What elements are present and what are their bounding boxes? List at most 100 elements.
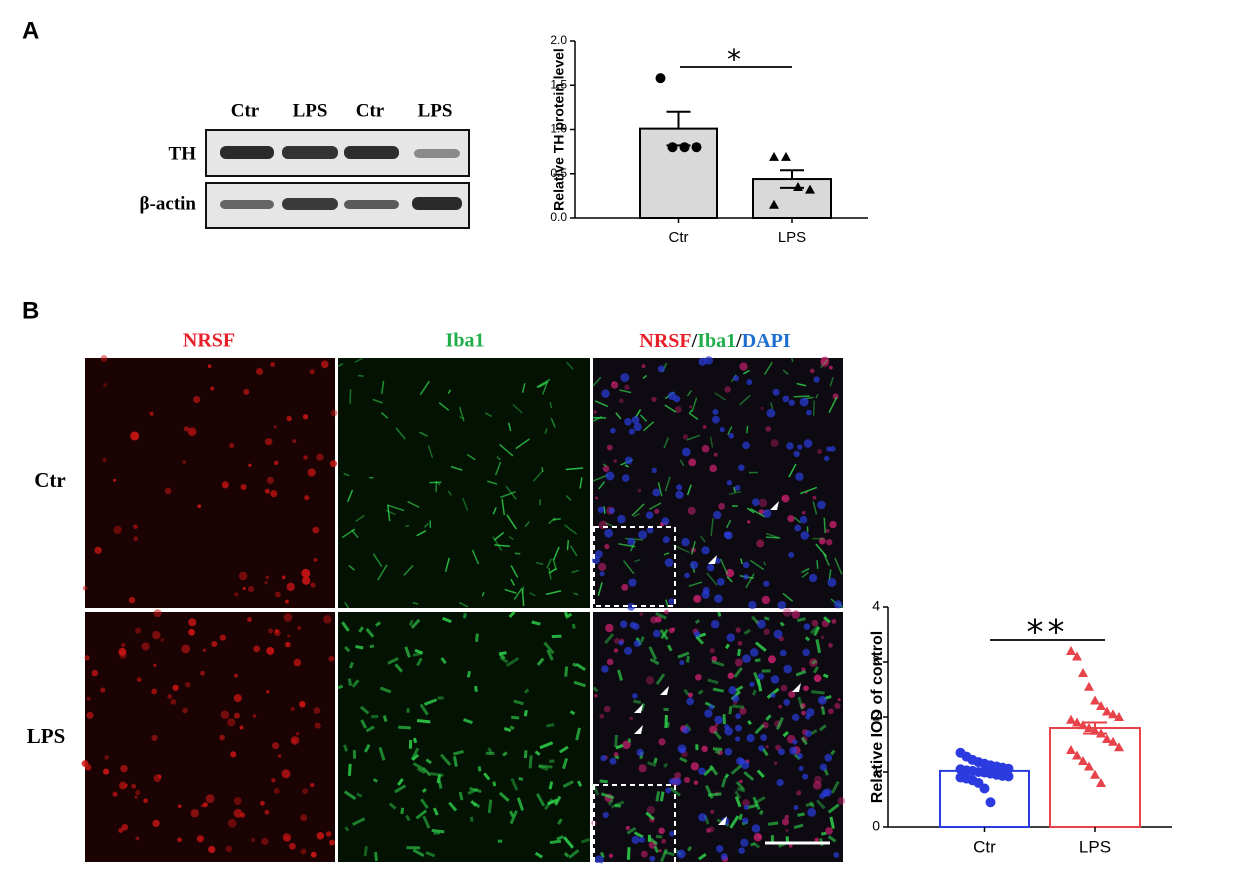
nrsf-signal [153, 663, 157, 667]
dapi-signal [783, 699, 791, 706]
nrsf-signal [714, 723, 719, 727]
header-part: Iba1 [697, 330, 736, 352]
nrsf-signal [812, 495, 817, 500]
iba1-signal [649, 658, 660, 666]
nrsf-signal [598, 520, 608, 530]
iba1-signal [815, 639, 822, 654]
iba1-signal [800, 486, 818, 495]
iba1-signal [712, 747, 723, 751]
iba1-signal [544, 428, 548, 434]
dapi-signal [799, 397, 809, 407]
dapi-signal [773, 629, 783, 639]
iba1-signal [663, 437, 669, 449]
iba1-signal [416, 657, 423, 667]
nrsf-signal [325, 831, 332, 837]
nrsf-signal [282, 833, 292, 842]
dapi-signal [789, 746, 798, 755]
y-axis-label: Relative IOD of control [869, 631, 886, 803]
dapi-signal [594, 550, 603, 559]
dapi-signal [813, 376, 820, 383]
dapi-signal [735, 724, 742, 732]
iba1-signal [549, 839, 562, 845]
nrsf-signal [84, 764, 92, 771]
iba1-signal [499, 443, 514, 457]
iba1-signal [505, 656, 520, 667]
nrsf-signal [688, 458, 697, 467]
iba1-signal [821, 831, 827, 836]
iba1-signal [492, 781, 497, 787]
nrsf-signal [682, 434, 689, 440]
nrsf-signal [118, 828, 124, 834]
iba1-signal [380, 411, 389, 419]
iba1-signal [494, 544, 510, 548]
dapi-signal [624, 417, 632, 426]
iba1-signal [440, 657, 447, 665]
iba1-signal [797, 696, 804, 710]
dapi-signal [636, 748, 644, 757]
nrsf-signal [286, 582, 295, 592]
iba1-signal [697, 689, 704, 695]
nrsf-signal [316, 832, 325, 840]
nrsf-signal [788, 843, 793, 848]
dapi-signal [772, 388, 780, 396]
dapi-signal [734, 484, 741, 491]
dapi-signal [681, 537, 690, 547]
data-point [793, 182, 803, 192]
dapi-signal [714, 557, 721, 564]
iba1-signal [659, 791, 665, 802]
nrsf-signal [302, 788, 309, 794]
dapi-signal [792, 739, 798, 745]
nrsf-signal [820, 358, 829, 368]
iba1-signal [557, 818, 563, 825]
nrsf-signal [791, 610, 801, 619]
iba1-signal [432, 807, 439, 816]
dapi-signal [651, 467, 657, 474]
iba1-signal [502, 751, 508, 757]
iba1-signal [506, 514, 517, 530]
iba1-signal [475, 633, 479, 642]
iba1-signal [347, 489, 354, 503]
bar [639, 127, 718, 220]
iba1-signal [714, 392, 726, 401]
nrsf-signal [825, 528, 830, 533]
iba1-signal [707, 678, 719, 685]
nrsf-signal [151, 688, 158, 695]
nrsf-signal [131, 783, 137, 789]
nrsf-signal [683, 776, 691, 784]
dapi-signal [624, 456, 633, 465]
nrsf-signal [310, 783, 315, 788]
nrsf-signal [193, 396, 201, 404]
iba1-signal [385, 509, 396, 516]
dapi-signal [627, 537, 635, 546]
iba1-signal [408, 619, 414, 626]
iba1-signal [503, 727, 512, 733]
iba1-signal [698, 853, 707, 861]
iba1-signal [343, 790, 357, 801]
data-point [1078, 756, 1088, 765]
dapi-signal [823, 455, 830, 462]
iba1-signal [546, 558, 552, 569]
iba1-signal [510, 778, 519, 791]
dapi-signal [740, 838, 749, 847]
nrsf-signal [637, 488, 642, 493]
data-point [1090, 695, 1100, 705]
nrsf-signal [739, 707, 747, 715]
row-label: Ctr [34, 468, 65, 492]
dapi-signal [749, 681, 755, 688]
iba1-signal [422, 767, 432, 777]
dapi-signal [738, 847, 745, 854]
y-tick-label: 2 [872, 708, 880, 724]
iba1-signal [699, 535, 706, 543]
iba1-signal [754, 658, 761, 663]
nrsf-signal [709, 464, 718, 473]
x-tick-label: LPS [778, 229, 806, 246]
dapi-signal [724, 747, 733, 756]
iba1-signal [626, 847, 631, 860]
data-point [1096, 778, 1106, 787]
nrsf-signal [701, 444, 710, 453]
iba1-signal [344, 826, 350, 832]
data-point [1003, 771, 1014, 782]
iba1-signal [412, 848, 425, 857]
nrsf-signal [152, 630, 161, 640]
nrsf-signal [300, 814, 308, 822]
